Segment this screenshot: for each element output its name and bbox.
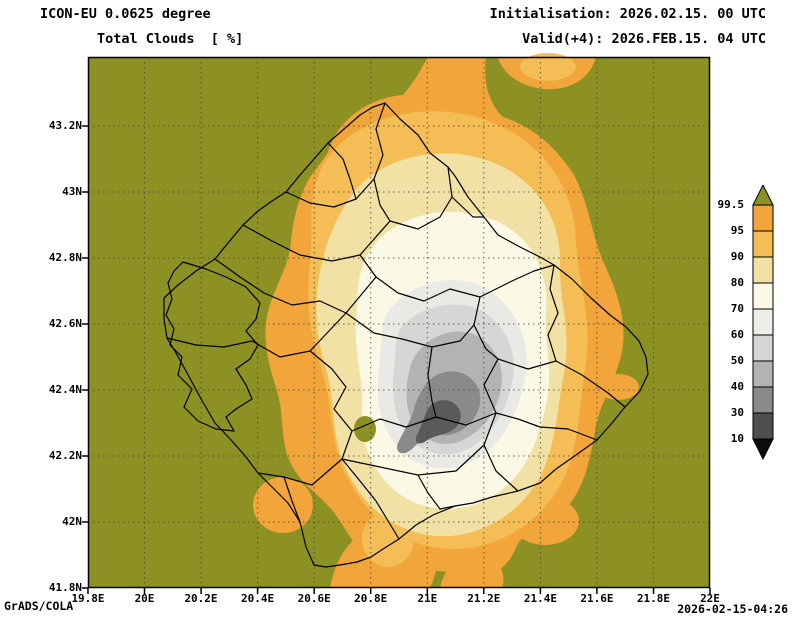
map-frame-border xyxy=(87,56,711,589)
x-tick-label: 21.6E xyxy=(580,592,614,605)
y-tick-label: 42.2N xyxy=(48,449,82,462)
axis-ticks xyxy=(82,125,711,594)
model-title: ICON-EU 0.0625 degree xyxy=(40,6,211,22)
x-tick-label: 21.2E xyxy=(467,592,501,605)
x-tick-label: 21.8E xyxy=(636,592,671,605)
legend-label: 70 xyxy=(730,302,744,315)
legend-band xyxy=(752,334,774,362)
legend-band xyxy=(752,412,774,440)
legend-arrow-bottom xyxy=(752,438,774,461)
x-tick-label: 20.2E xyxy=(184,592,218,605)
contour-95-southwest-patch xyxy=(253,477,313,533)
cloud-contour-fills xyxy=(88,53,710,588)
x-tick-label: 20.4E xyxy=(241,592,275,605)
x-tick-label: 21E xyxy=(417,592,438,605)
legend-label: 95 xyxy=(730,224,744,237)
weather-map xyxy=(82,53,711,594)
legend-label: 10 xyxy=(730,432,744,445)
y-tick-label: 43.2N xyxy=(48,119,82,132)
legend-label: 90 xyxy=(730,250,744,263)
admin-borders xyxy=(163,102,649,568)
contour-90-topright xyxy=(520,53,576,81)
y-tick-label: 42.4N xyxy=(48,383,82,396)
legend-band xyxy=(752,230,774,258)
x-tick-label: 19.8E xyxy=(71,592,105,605)
contour-95-east-patch xyxy=(597,374,639,400)
legend-band xyxy=(752,308,774,336)
creation-timestamp: 2026-02-15-04:26 xyxy=(677,602,788,616)
y-tick-label: 43N xyxy=(62,185,82,198)
west-region-border xyxy=(165,261,261,432)
init-time: Initialisation: 2026.02.15. 00 UTC xyxy=(489,6,766,22)
valid-time: Valid(+4): 2026.FEB.15. 04 UTC xyxy=(522,31,766,47)
y-tick-label: 42N xyxy=(62,515,82,528)
legend-arrow-top xyxy=(752,185,774,206)
legend-label: 99.5 xyxy=(717,198,745,211)
municipal-borders xyxy=(166,102,626,540)
contour-95-south-tongue2 xyxy=(440,554,504,588)
field-title: Total Clouds [ %] xyxy=(97,31,244,47)
legend-band xyxy=(752,386,774,414)
x-tick-label: 20.8E xyxy=(354,592,388,605)
legend-label: 60 xyxy=(730,328,744,341)
legend-label: 50 xyxy=(730,354,744,367)
x-tick-label: 20.6E xyxy=(297,592,331,605)
color-legend xyxy=(752,185,774,461)
legend-band xyxy=(752,282,774,310)
grads-credit: GrADS/COLA xyxy=(4,599,74,613)
legend-band xyxy=(752,256,774,284)
legend-label: 40 xyxy=(730,380,744,393)
country-border xyxy=(163,102,649,568)
lat-lon-gridlines xyxy=(88,57,710,588)
y-tick-label: 41.8N xyxy=(48,581,82,594)
y-tick-label: 42.6N xyxy=(48,317,82,330)
legend-label: 80 xyxy=(730,276,744,289)
legend-band xyxy=(752,204,774,232)
x-tick-label: 22E xyxy=(700,592,720,605)
x-tick-label: 20E xyxy=(134,592,155,605)
x-tick-label: 21.4E xyxy=(523,592,557,605)
legend-band xyxy=(752,360,774,388)
legend-label: 30 xyxy=(730,406,744,419)
y-tick-label: 42.8N xyxy=(48,251,82,264)
